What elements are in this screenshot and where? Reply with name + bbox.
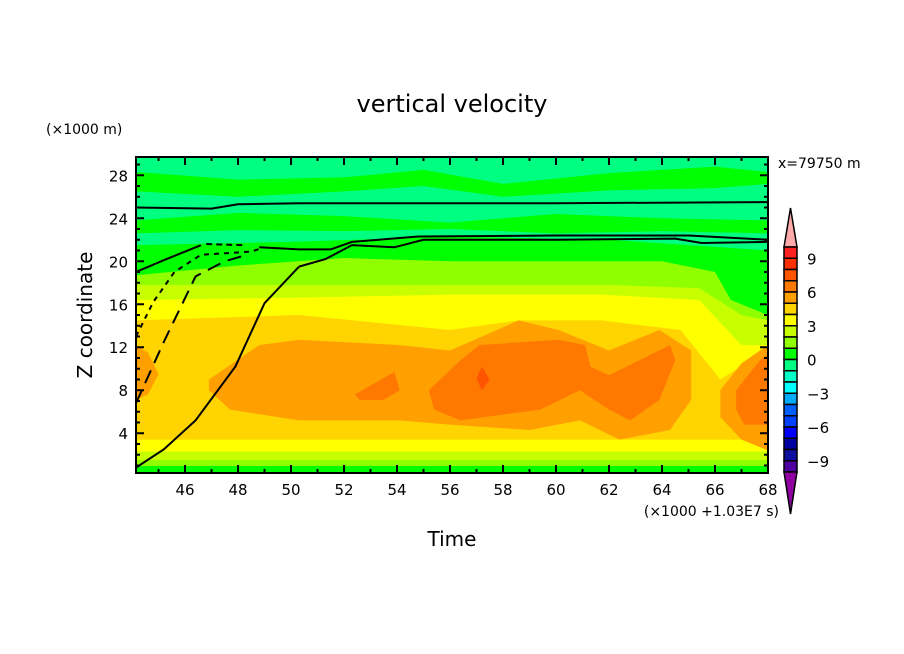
x-tick-label: 60 [546,481,565,499]
colorbar-box [783,448,798,462]
contour-line [136,201,768,210]
colorbar-box [783,280,798,293]
colorbar-over-triangle [783,207,798,248]
contour-fill-region [476,366,490,391]
colorbar-box [783,437,798,451]
colorbar-box [783,403,798,417]
contour-line [136,254,244,404]
colorbar-label: −6 [807,419,829,437]
x-tick-label: 50 [281,481,300,499]
filled-contours [136,157,768,473]
colorbar-box [783,392,798,406]
colorbar-label: 0 [807,352,817,370]
y-tick-label: 4 [118,425,128,443]
chart-title: vertical velocity [357,90,548,118]
colorbar-box [783,313,798,327]
x-tick-label: 54 [387,481,406,499]
y-tick-label: 8 [118,382,128,400]
x-tick-label: 58 [493,481,512,499]
location-note: x=79750 m [778,156,861,172]
contour-line [136,265,300,469]
colorbar-box [783,325,798,338]
contour-lines [136,201,768,469]
x-tick-label: 52 [334,481,353,499]
colorbar-label: 3 [807,318,817,336]
colorbar-box [783,291,798,304]
contour-line [136,244,202,273]
colorbar-box [783,336,798,349]
colorbar-label: 6 [807,284,817,302]
colorbar-box [783,460,798,473]
y-tick-label: 24 [109,210,128,228]
x-tick-label: 62 [599,481,618,499]
contour-fill-region [136,166,768,197]
colorbar-box [783,257,798,271]
colorbar-box [783,381,798,394]
x-unit-note: (×1000 +1.03E7 s) [644,504,779,520]
colorbar-box [783,268,798,282]
x-tick-label: 64 [652,481,671,499]
colorbar-box [783,302,798,316]
colorbar-box [783,415,798,428]
y-tick-label: 12 [109,339,128,357]
x-tick-label: 48 [228,481,247,499]
colorbar-label: −3 [807,385,829,403]
x-tick-label: 56 [440,481,459,499]
y-tick-label: 28 [109,167,128,185]
colorbar-box [783,358,798,372]
contour-fill-region [354,371,400,400]
colorbar-box [783,347,798,361]
x-axis-label: Time [427,527,477,551]
contour-line [298,237,768,268]
contour-line [206,243,244,247]
contour-fill-region [136,212,768,234]
y-axis-label: Z coordinate [73,252,97,379]
y-tick-label: 20 [109,253,128,271]
y-unit-note: (×1000 m) [46,122,122,138]
contour-fill-region [428,339,676,421]
contour-line [259,234,768,251]
contour-line [136,246,265,337]
colorbar-under-triangle [783,471,798,515]
contour-fill-region [736,354,768,425]
contour-fill-region [136,345,159,400]
colorbar-box [783,246,798,259]
y-tick-label: 16 [109,296,128,314]
colorbar-label: 9 [807,250,817,268]
x-tick-label: 66 [705,481,724,499]
x-tick-label: 46 [175,481,194,499]
x-tick-label: 68 [758,481,777,499]
colorbar-box [783,370,798,383]
colorbar-label: −9 [807,453,829,471]
colorbar: 9 6 3 0 −3 −6 −9 [783,207,829,515]
colorbar-box [783,426,798,439]
